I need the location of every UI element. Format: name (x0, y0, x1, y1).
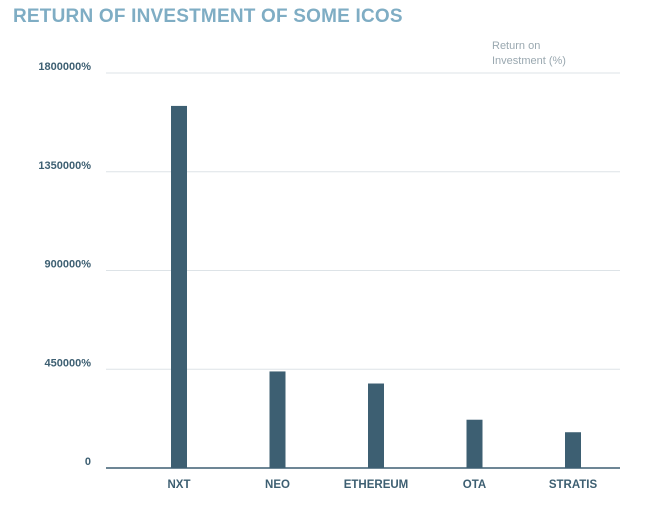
y-tick-label: 900000% (45, 259, 92, 271)
legend-label-line2: Investment (%) (492, 55, 566, 67)
chart-title: RETURN OF INVESTMENT OF SOME ICOS (13, 6, 403, 27)
y-tick-label: 1800000% (38, 61, 91, 73)
x-tick-label: NXT (168, 479, 191, 491)
legend: Return on Investment (%) (492, 40, 566, 67)
x-tick-label: ETHEREUM (344, 479, 409, 491)
x-axis-labels: NXT NEO ETHEREUM OTA STRATIS (168, 479, 598, 491)
bar-stratis (565, 432, 581, 468)
y-tick-label: 1350000% (38, 160, 91, 172)
bar-ethereum (368, 383, 384, 468)
gridlines (106, 72, 620, 370)
x-tick-label: OTA (463, 479, 486, 491)
y-tick-label: 0 (85, 456, 91, 468)
x-tick-label: STRATIS (549, 479, 598, 491)
bar-nxt (171, 105, 187, 469)
bar-ota (466, 419, 483, 468)
y-tick-label: 450000% (45, 357, 92, 369)
legend-label-line1: Return on (492, 40, 540, 52)
bar-neo (269, 371, 286, 468)
x-tick-label: NEO (265, 479, 290, 491)
bars (171, 105, 581, 469)
y-axis-ticks: 0 450000% 900000% 1350000% 1800000% (38, 61, 91, 468)
